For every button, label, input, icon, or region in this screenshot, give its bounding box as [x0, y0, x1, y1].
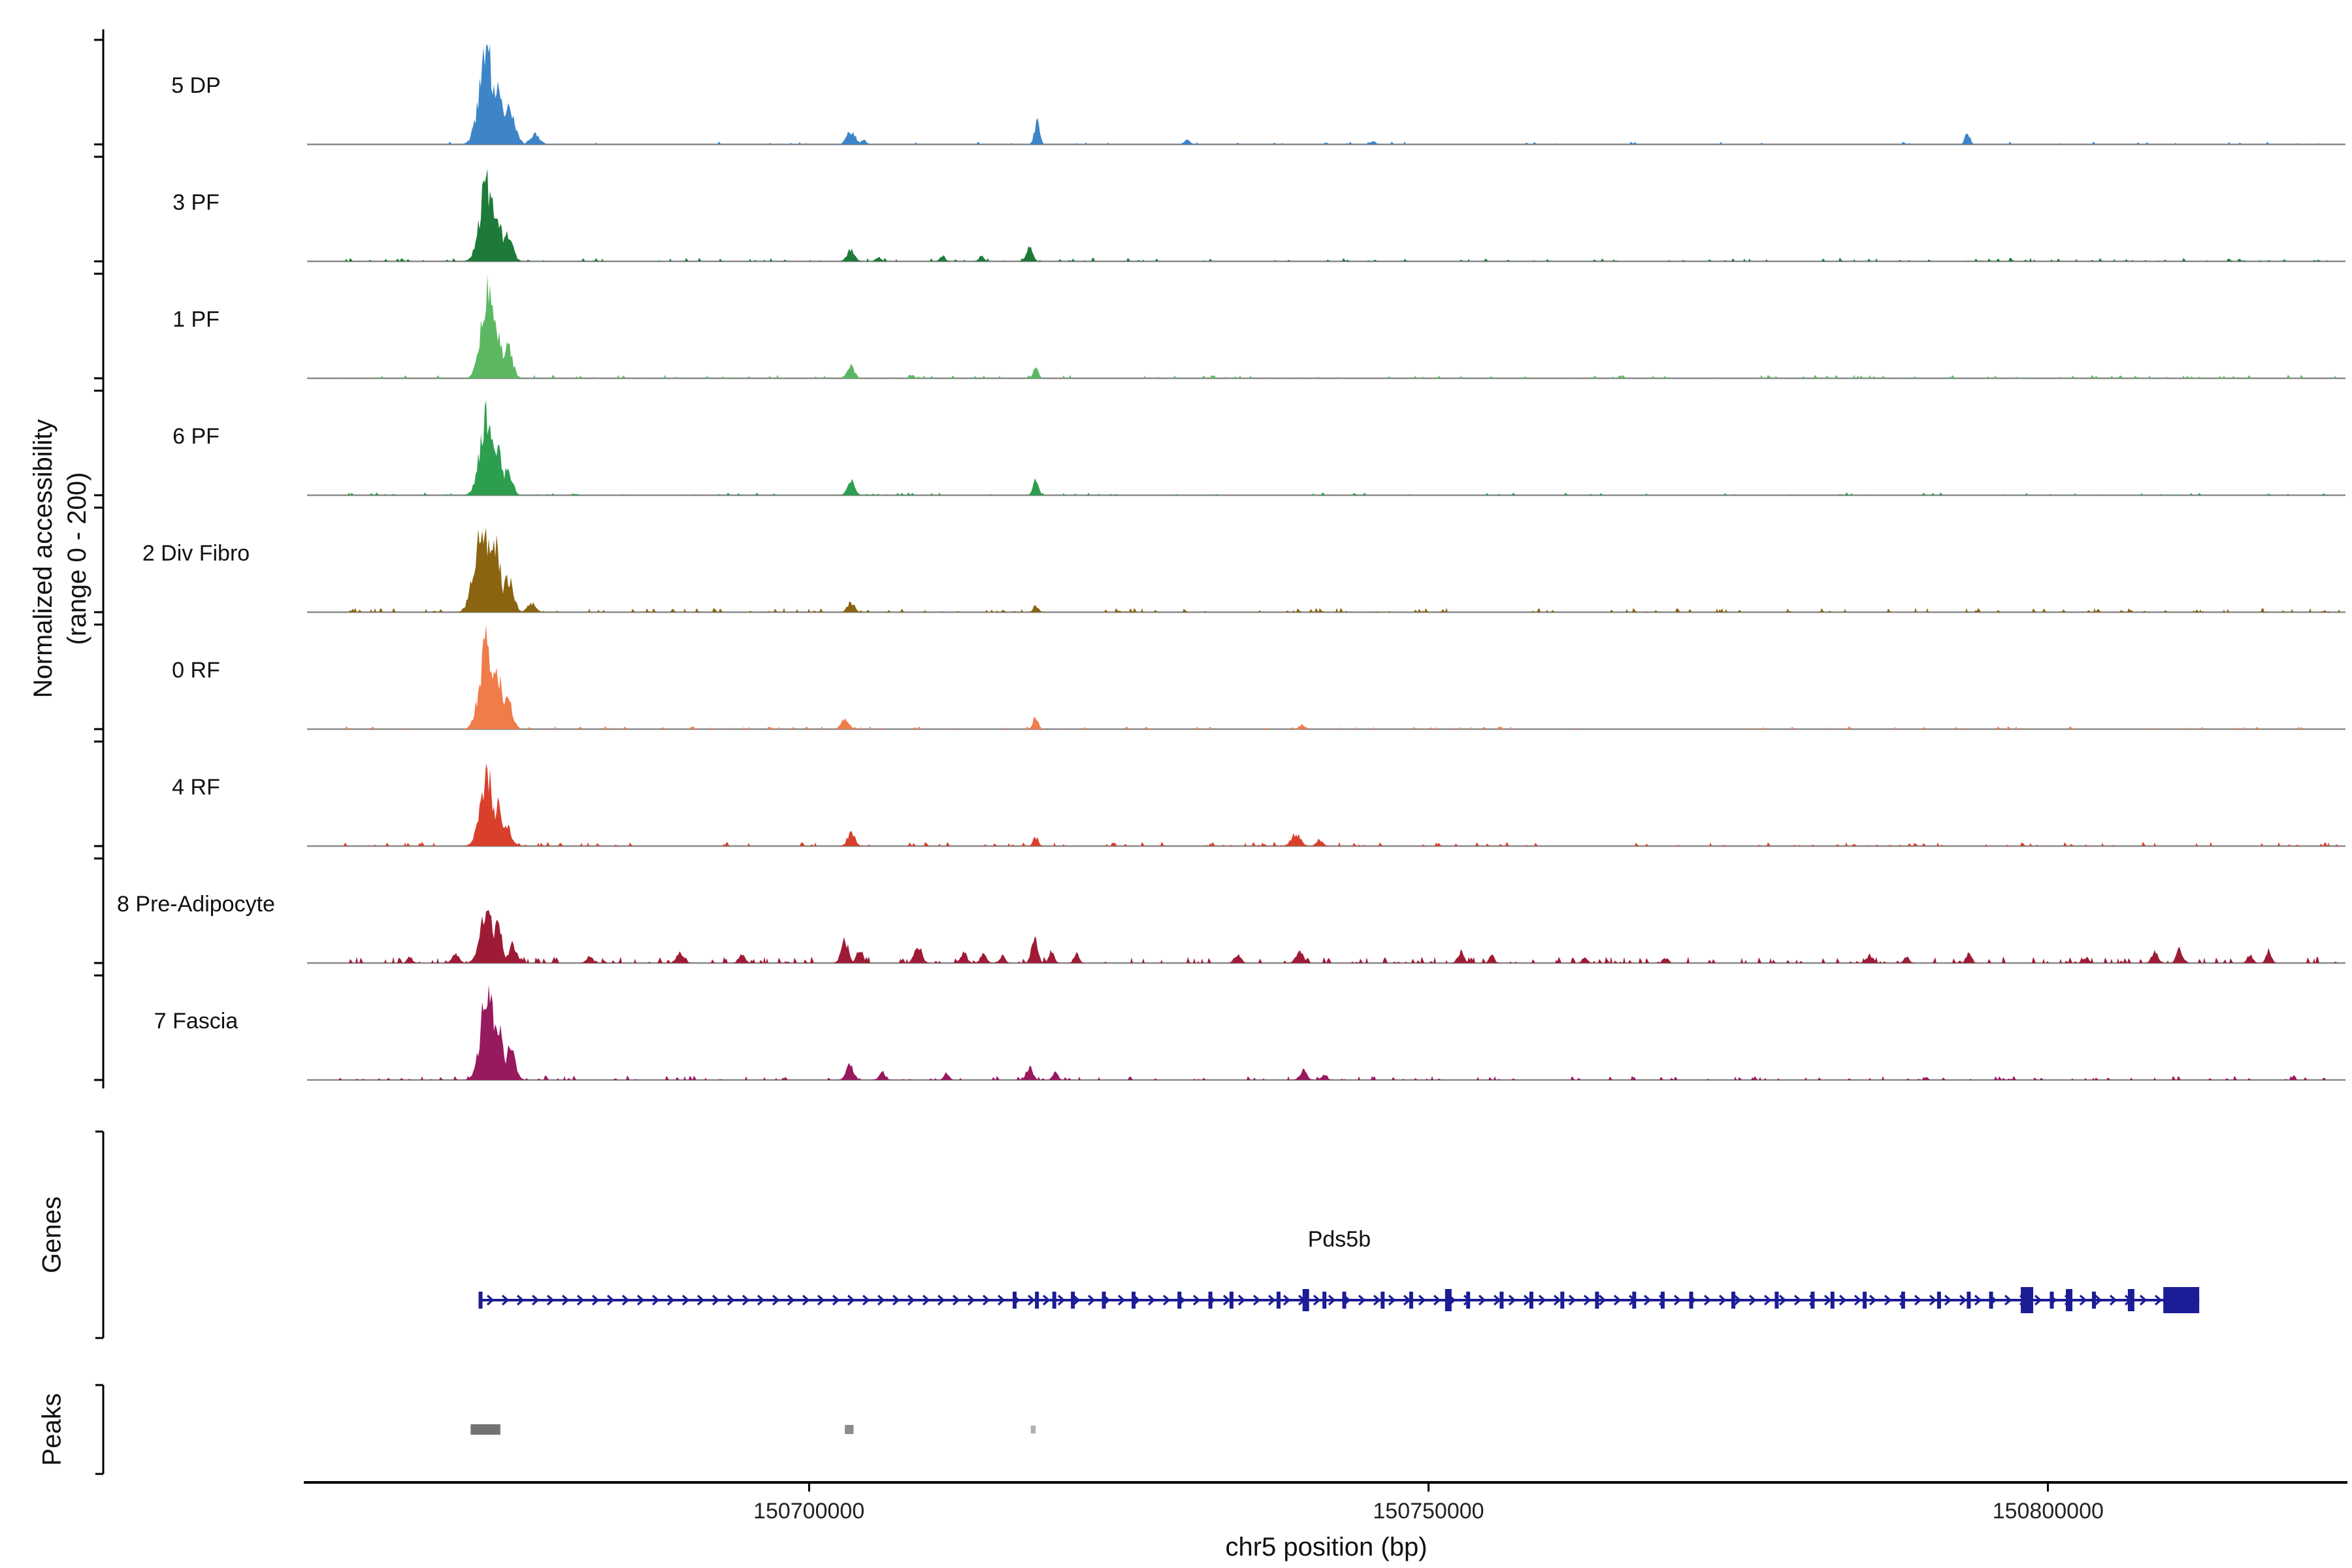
track-label: 7 Fascia [154, 1009, 238, 1034]
track-signal [307, 400, 2345, 497]
x-axis-line [304, 1481, 2347, 1484]
track-signal [307, 274, 2345, 380]
track-signal [307, 985, 2345, 1081]
x-axis-tick-label: 150700000 [753, 1499, 865, 1524]
axis-brackets [94, 29, 105, 1475]
track-label: 6 PF [172, 424, 220, 449]
track-label: 8 Pre-Adipocyte [117, 892, 275, 917]
x-axis-tick [808, 1484, 810, 1492]
x-axis-tick-label: 150800000 [1992, 1499, 2104, 1524]
track-signal [307, 763, 2345, 847]
x-axis-title: chr5 position (bp) [1225, 1533, 1428, 1561]
track-label: 4 RF [172, 775, 220, 800]
track-signal [307, 528, 2345, 613]
track-label: 1 PF [172, 307, 220, 332]
gene-name-label: Pds5b [1307, 1227, 1371, 1252]
x-axis-tick [2047, 1484, 2050, 1492]
track-label: 0 RF [172, 658, 220, 683]
peaks-track [470, 1424, 1036, 1435]
track-signal [307, 909, 2345, 964]
x-axis-tick-label: 150750000 [1373, 1499, 1484, 1524]
track-label: 3 PF [172, 190, 220, 215]
track-signal [307, 44, 2345, 146]
track-signal [307, 625, 2345, 730]
track-label: 2 Div Fibro [142, 541, 250, 566]
x-axis-tick [1427, 1484, 1429, 1492]
track-signal [307, 168, 2345, 263]
track-label: 5 DP [171, 73, 221, 98]
gene-track [478, 1287, 2200, 1313]
